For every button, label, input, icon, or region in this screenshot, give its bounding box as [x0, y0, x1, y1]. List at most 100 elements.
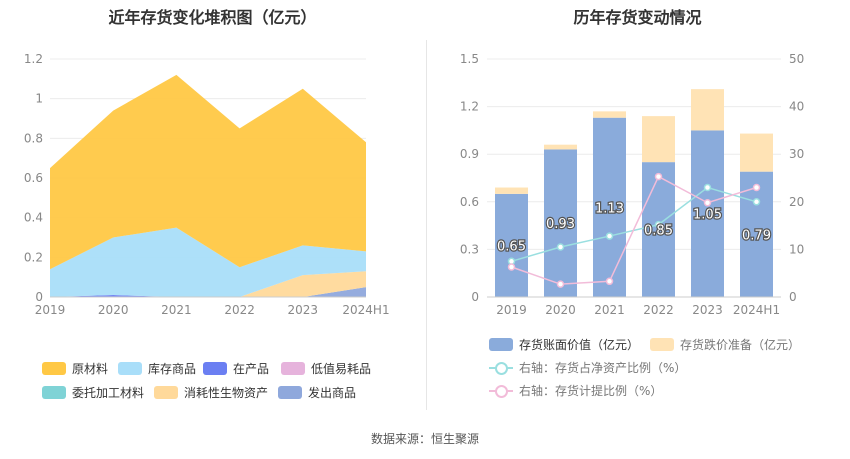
bar-data-label: 0.85 [644, 224, 673, 239]
y-tick-label: 1.2 [24, 52, 43, 66]
y2-tick-label: 0 [789, 290, 797, 304]
legend-line-swatch [489, 361, 513, 375]
bar-book-value [740, 171, 773, 297]
legend-label: 发出商品 [308, 386, 357, 400]
x-tick-label: 2020 [545, 303, 576, 317]
line-point [654, 220, 663, 229]
line-point [703, 199, 712, 207]
line-point [507, 263, 516, 271]
legend-label: 委托加工材料 [72, 386, 145, 400]
legend-swatch [650, 338, 674, 351]
y2-tick-label: 50 [789, 52, 804, 66]
x-tick-label: 2021 [161, 303, 192, 317]
legend-item-book-value[interactable]: 存货账面价值（亿元） [489, 336, 639, 353]
right-chart-title: 历年存货变动情况 [573, 8, 702, 27]
y2-tick-label: 20 [789, 195, 804, 209]
y-tick-label: 0.4 [24, 211, 43, 225]
line-point [556, 243, 565, 251]
right-chart-axis: 0 0.3 0.6 0.9 1.2 1.5 0 10 20 30 40 50 2019 2020 2021 2… [460, 52, 804, 317]
y-tick-label: 0.6 [24, 171, 43, 185]
x-tick-label: 2022 [643, 303, 674, 317]
legend-line-swatch [489, 384, 513, 398]
bar-book-value [642, 162, 675, 297]
legend-item-raw-materials[interactable]: 原材料 [42, 360, 108, 377]
line-point [605, 232, 614, 240]
legend-swatch [489, 338, 513, 351]
x-tick-label: 2020 [98, 303, 129, 317]
left-chart-areas [50, 74, 366, 297]
y-tick-label: 0.3 [460, 242, 479, 256]
legend-item-inventory-to-net-assets[interactable]: 右轴：存货占净资产比例（%） [489, 359, 686, 376]
right-chart-bars [495, 89, 773, 297]
line-series-右轴：存货计提比例（%） [511, 175, 757, 285]
line-point [752, 198, 761, 206]
data-source: 数据来源：恒生聚源 [370, 432, 479, 446]
bar-impairment [740, 133, 773, 172]
bar-impairment [495, 187, 528, 194]
x-tick-label: 2022 [224, 303, 255, 317]
y-tick-label: 0 [35, 290, 43, 304]
line-point [654, 172, 663, 181]
bar-data-label: 1.13 [595, 201, 624, 216]
legend-label: 在产品 [233, 362, 270, 376]
y-tick-label: 0 [471, 290, 479, 304]
area-series-原材料 [50, 74, 366, 270]
x-tick-label: 2023 [692, 303, 723, 317]
x-tick-label: 2019 [496, 303, 527, 317]
bar-data-label: 0.79 [742, 228, 771, 243]
legend-swatch [154, 386, 178, 399]
y-tick-label: 0.8 [24, 131, 43, 145]
right-chart-lines [507, 172, 761, 288]
x-tick-label: 2021 [594, 303, 625, 317]
legend-label: 右轴：存货占净资产比例（%） [519, 361, 687, 375]
legend-item-wip[interactable]: 在产品 [203, 360, 269, 377]
line-point [605, 277, 614, 286]
line-point [752, 183, 761, 192]
panel-divider [426, 40, 427, 410]
left-chart-axis: 0 0.2 0.4 0.6 0.8 1 1.2 2019 2020 2021 2022 2023 202… [24, 52, 390, 317]
legend-item-impairment[interactable]: 存货跌价准备（亿元） [650, 336, 800, 353]
y-tick-label: 0.6 [460, 195, 479, 209]
legend-item-provision-ratio[interactable]: 右轴：存货计提比例（%） [489, 382, 662, 399]
area-series-消耗性生物资产 [50, 271, 366, 297]
y2-tick-label: 30 [789, 147, 804, 161]
bar-book-value [495, 193, 528, 297]
legend-label: 低值易耗品 [311, 362, 372, 376]
legend-item-entrusted-materials[interactable]: 委托加工材料 [42, 384, 144, 401]
legend-item-consumables[interactable]: 低值易耗品 [281, 360, 371, 377]
legend-label: 消耗性生物资产 [184, 386, 269, 400]
bar-book-value [544, 149, 577, 297]
y-tick-label: 0.9 [460, 147, 479, 161]
legend-label: 存货跌价准备（亿元） [680, 338, 801, 352]
area-series-发出商品 [50, 287, 366, 297]
left-chart-title: 近年存货变化堆积图（亿元） [108, 8, 317, 27]
area-series-库存商品 [50, 227, 366, 297]
legend-label: 原材料 [72, 362, 109, 376]
legend-swatch [42, 386, 66, 399]
legend-swatch [278, 386, 302, 399]
bar-data-label: 0.65 [497, 239, 526, 254]
bar-impairment [642, 116, 675, 163]
x-tick-label: 2024H1 [342, 303, 389, 317]
x-tick-label: 2019 [35, 303, 66, 317]
right-chart-gridlines [487, 58, 781, 298]
right-chart-data-labels: 0.65 0.93 1.13 0.85 1.05 0.79 [496, 200, 772, 255]
bar-impairment [593, 111, 626, 118]
legend-swatch [42, 362, 66, 375]
bar-book-value [691, 130, 724, 297]
legend-label: 存货账面价值（亿元） [519, 338, 640, 352]
line-point [556, 280, 565, 288]
legend-item-goods-shipped[interactable]: 发出商品 [278, 384, 356, 401]
legend-item-finished-goods[interactable]: 库存商品 [118, 360, 196, 377]
legend-label: 库存商品 [148, 362, 197, 376]
line-point [703, 183, 712, 192]
legend-swatch [118, 362, 142, 375]
legend-swatch [203, 362, 227, 375]
y2-tick-label: 40 [789, 100, 804, 114]
y2-tick-label: 10 [789, 242, 804, 256]
bar-impairment [691, 89, 724, 131]
legend-item-bio-assets[interactable]: 消耗性生物资产 [154, 384, 268, 401]
x-tick-label: 2024H1 [733, 303, 780, 317]
y-tick-label: 1 [35, 92, 43, 106]
